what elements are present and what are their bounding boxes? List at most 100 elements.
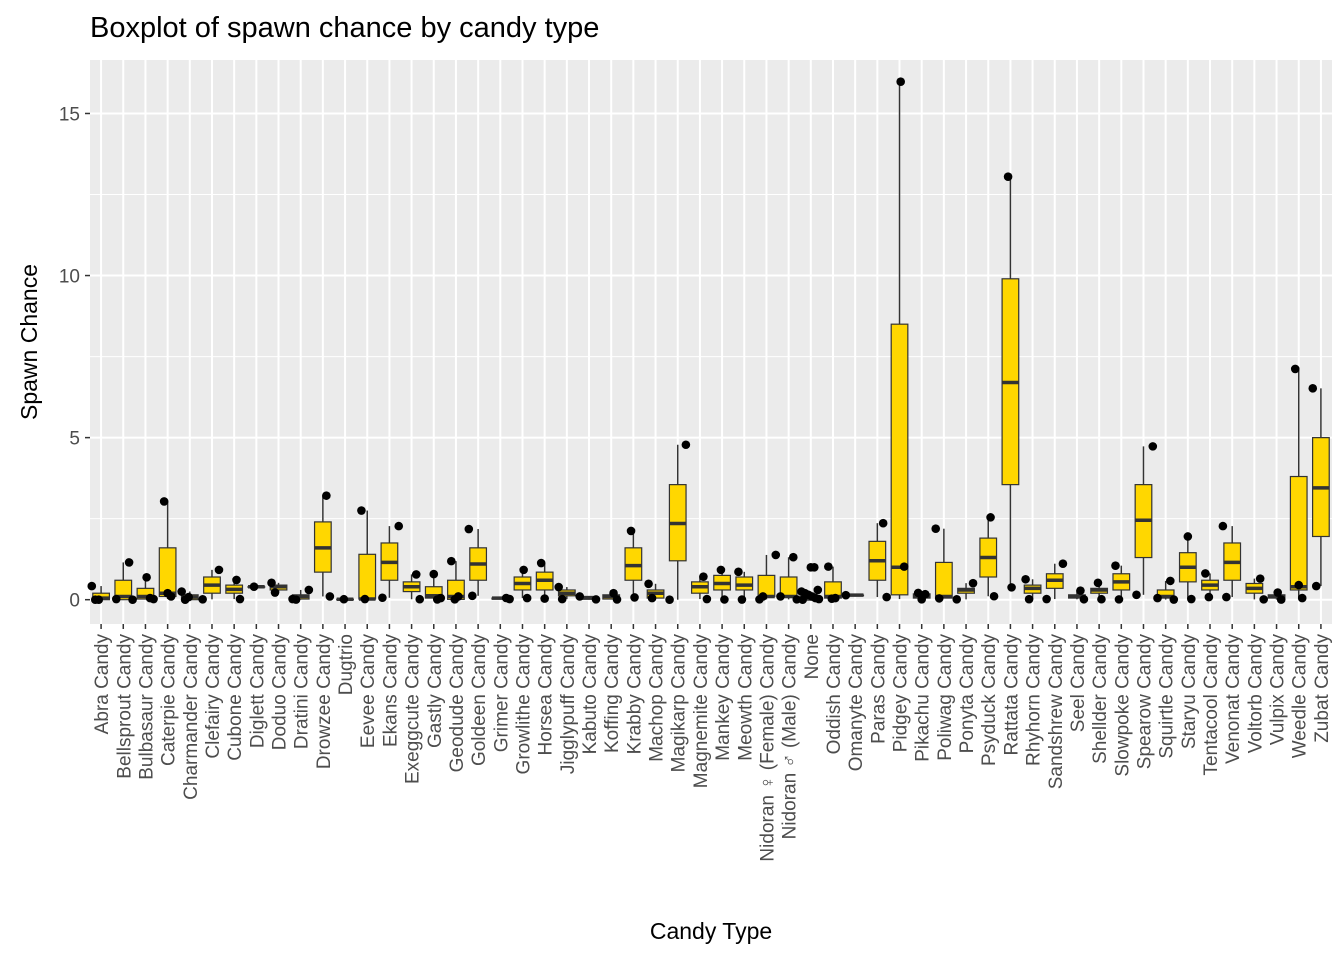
x-tick-label: Magnemite Candy	[691, 634, 712, 789]
data-point	[453, 592, 463, 601]
x-tick-label: Exeggcute Candy	[403, 634, 424, 784]
x-tick-label: Weedle Candy	[1290, 634, 1311, 759]
data-point	[446, 556, 456, 566]
data-point	[841, 590, 851, 600]
x-tick-label: Cubone Candy	[225, 634, 246, 761]
data-point	[198, 595, 207, 604]
data-point	[814, 594, 824, 604]
x-tick-label: Shellder Candy	[1090, 634, 1111, 764]
data-point	[235, 594, 245, 604]
data-point	[913, 588, 923, 598]
data-point	[1021, 574, 1030, 584]
data-point	[968, 578, 978, 588]
data-point	[322, 491, 331, 500]
data-point	[394, 521, 404, 531]
data-point	[1201, 569, 1210, 578]
data-point	[1153, 593, 1162, 603]
data-point	[626, 526, 636, 536]
x-tick-label: Caterpie Candy	[159, 634, 180, 767]
data-point	[124, 558, 134, 567]
data-point	[1255, 574, 1265, 583]
x-tick-label: Kabuto Candy	[580, 634, 601, 755]
x-tick-label: Doduo Candy	[270, 634, 291, 751]
data-point	[986, 513, 995, 522]
x-tick-label: Rattata Candy	[1001, 634, 1022, 756]
data-point	[591, 595, 601, 604]
box	[934, 561, 953, 599]
data-point	[149, 594, 158, 604]
data-point	[464, 524, 474, 534]
x-tick-label: Clefairy Candy	[203, 634, 224, 759]
x-tick-label: Diglett Candy	[247, 634, 268, 749]
x-tick-label: Paras Candy	[868, 634, 889, 744]
data-point	[716, 565, 726, 575]
data-point	[1204, 592, 1214, 602]
x-tick-label: Abra Candy	[92, 634, 113, 735]
x-tick-label: Voltorb Candy	[1245, 634, 1266, 754]
data-point	[166, 592, 176, 601]
data-point	[798, 595, 807, 604]
data-point	[111, 594, 121, 604]
x-tick-label: Venonat Candy	[1223, 634, 1244, 764]
y-tick-label: 0	[69, 591, 80, 612]
x-tick-label: Eevee Candy	[358, 634, 379, 749]
box	[1289, 475, 1308, 591]
data-point	[702, 594, 712, 604]
data-point	[94, 595, 104, 604]
x-tick-label: Geodude Candy	[447, 634, 468, 773]
y-tick-label: 15	[59, 104, 80, 125]
data-points	[87, 77, 1321, 604]
x-tick-label: Ekans Candy	[380, 634, 401, 748]
x-tick-label: Tentacool Candy	[1201, 634, 1222, 776]
data-point	[931, 524, 941, 534]
data-point	[813, 585, 823, 595]
data-point	[758, 592, 768, 601]
data-point	[699, 572, 708, 581]
data-point	[1311, 581, 1321, 591]
data-point	[1308, 384, 1318, 393]
data-point	[809, 562, 819, 572]
data-point	[177, 587, 186, 596]
x-tick-label: Sandshrew Candy	[1046, 634, 1067, 790]
data-point	[952, 595, 962, 604]
x-tick-label: Zubat Candy	[1312, 634, 1333, 743]
data-point	[1166, 576, 1175, 586]
box	[136, 587, 155, 600]
box	[358, 553, 377, 600]
data-point	[1024, 594, 1034, 604]
data-point	[360, 594, 370, 604]
y-axis-title: Spawn Chance	[16, 264, 42, 420]
x-tick-label: Slowpoke Candy	[1112, 634, 1133, 777]
data-point	[557, 594, 567, 604]
x-tick-label: Spearow Candy	[1134, 634, 1155, 770]
data-point	[1003, 172, 1013, 181]
data-point	[612, 595, 622, 604]
data-point	[429, 569, 439, 579]
x-tick-label: Staryu Candy	[1179, 634, 1200, 750]
data-point	[249, 582, 259, 592]
x-tick-label: Dugtrio	[336, 634, 357, 695]
x-tick-label: Machop Candy	[647, 634, 668, 762]
x-tick-label: Oddish Candy	[824, 634, 845, 755]
data-point	[882, 592, 891, 602]
box	[890, 323, 909, 596]
data-point	[554, 582, 563, 592]
y-tick-label: 5	[69, 429, 80, 450]
x-tick-label: Gastly Candy	[425, 634, 446, 749]
x-tick-label: Jigglypuff Candy	[558, 634, 579, 775]
x-tick-label: Grimer Candy	[491, 634, 512, 753]
data-point	[734, 567, 743, 577]
x-tick-label: Nidoran ♀ (Female) Candy	[757, 634, 778, 862]
x-tick-label: Dratini Candy	[292, 634, 313, 750]
data-point	[505, 594, 514, 604]
data-point	[536, 558, 546, 568]
data-point	[214, 565, 224, 575]
x-tick-label: Koffing Candy	[602, 634, 623, 754]
data-point	[665, 595, 674, 604]
data-point	[1042, 594, 1051, 604]
data-point	[1111, 561, 1120, 570]
data-point	[899, 562, 909, 571]
chart-title: Boxplot of spawn chance by candy type	[90, 12, 600, 44]
plot-panel	[90, 60, 1332, 624]
